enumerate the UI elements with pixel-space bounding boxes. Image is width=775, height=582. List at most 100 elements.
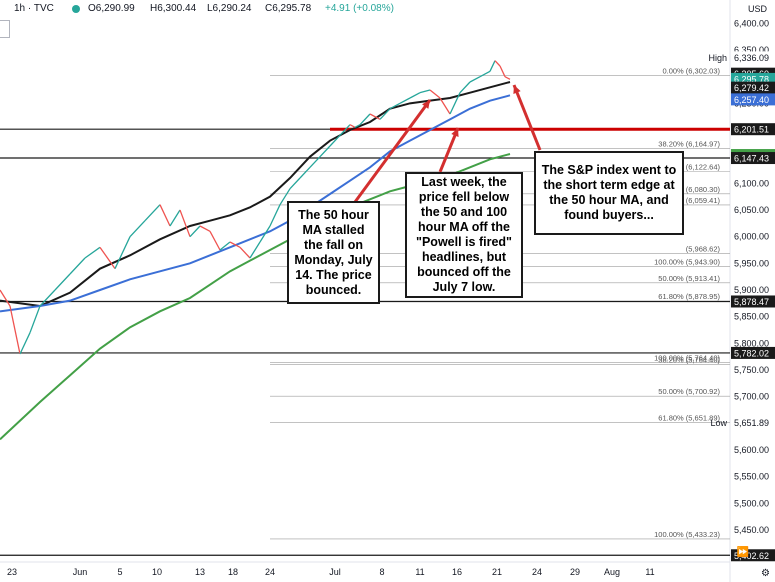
market-status-dot — [72, 5, 80, 13]
symbol-label[interactable]: 1h · TVC — [14, 3, 54, 14]
y-tick-label: 5,950.00 — [734, 258, 769, 268]
annotation-box-powell: Last week, the price fell below the 50 a… — [405, 172, 523, 298]
fib-level-label: 38.20% (6,164.97) — [658, 140, 720, 149]
price-segment — [259, 225, 271, 243]
goto-realtime-icon[interactable]: ⏩ — [736, 547, 749, 558]
ohlc-open: O6,290.99 — [88, 3, 135, 14]
price-segment — [144, 204, 161, 222]
price-segment — [489, 60, 496, 72]
price-label-bg — [731, 549, 775, 562]
y-tick-label: 6,050.00 — [734, 205, 769, 215]
fib-level-label: 0.00% (6,302.03) — [662, 67, 720, 76]
price-segment — [439, 97, 451, 115]
price-segment — [309, 156, 321, 168]
price-segment — [499, 65, 506, 77]
price-label-prefix: High — [708, 53, 727, 63]
price-label: 5,782.02 — [734, 348, 769, 358]
price-segment — [199, 225, 211, 232]
price-segment — [0, 289, 11, 307]
price-segment — [329, 134, 341, 147]
fib-level-label: 38.20% (5,764.40) — [658, 356, 720, 365]
price-segment — [354, 124, 361, 128]
price-segment — [379, 108, 391, 120]
y-tick-label: 5,550.00 — [734, 472, 769, 482]
fib-level-label: 50.00% (5,700.92) — [658, 387, 720, 396]
arrow-to-powell-head — [451, 128, 459, 137]
price-segment — [19, 332, 31, 355]
price-segment — [289, 177, 301, 190]
ohlc-low: L6,290.24 — [207, 3, 252, 14]
chart-header: 1h · TVC O6,290.99 H6,300.44 L6,290.24 C… — [0, 0, 730, 18]
annotation-box-buyers: The S&P index went to the short term edg… — [534, 151, 684, 235]
y-tick-label: 6,350.00 — [734, 45, 769, 55]
price-segment — [9, 305, 21, 355]
price-segment — [479, 70, 491, 78]
price-segment — [449, 92, 461, 115]
price-segment — [84, 246, 101, 259]
price-label: 5,878.47 — [734, 297, 769, 307]
y-tick-label: 5,450.00 — [734, 525, 769, 535]
x-tick-label: Jun — [73, 567, 88, 577]
x-tick-label: Jul — [329, 567, 341, 577]
x-tick-label: 5 — [117, 567, 122, 577]
price-segment — [179, 209, 191, 237]
price-segment — [249, 241, 261, 259]
price-segment — [279, 188, 291, 206]
currency-label: USD — [747, 4, 767, 14]
price-segment — [419, 89, 431, 94]
price-segment — [459, 81, 471, 94]
price-label-bg — [731, 51, 775, 64]
y-tick-label: 5,600.00 — [734, 445, 769, 455]
price-segment — [99, 246, 116, 270]
collapse-legend-button[interactable] — [0, 20, 10, 38]
price-label: 6,279.42 — [734, 83, 769, 93]
ma50-line — [0, 81, 511, 308]
fib-level-label: 100.00% (5,433.23) — [654, 530, 720, 539]
fib-level-label: 61.80% (5,651.89) — [658, 413, 720, 422]
arrow-to-50ma — [512, 84, 542, 151]
fib-level-label: (6,122.64) — [686, 162, 721, 171]
x-tick-label: 29 — [570, 567, 580, 577]
price-segment — [319, 145, 331, 158]
x-tick-label: 16 — [452, 567, 462, 577]
price-segment — [409, 92, 421, 99]
price-segment — [399, 97, 411, 104]
fib-level-label: 100.00% (5,764.40) — [654, 353, 720, 362]
price-segment — [299, 166, 311, 179]
arrow-to-50ma-head — [513, 85, 521, 94]
price-label: 6,257.40 — [734, 95, 769, 105]
x-tick-label: 13 — [195, 567, 205, 577]
fib-level-label: 100.00% (5,943.90) — [654, 258, 720, 267]
x-tick-label: 8 — [379, 567, 384, 577]
price-segment — [369, 113, 381, 120]
settings-icon[interactable]: ⚙ — [761, 568, 770, 579]
arrow-to-july14-head — [422, 100, 430, 109]
fib-level-label: 61.80% (5,878.95) — [658, 292, 720, 301]
x-tick-label: 21 — [492, 567, 502, 577]
fib-level-label: (6,059.41) — [686, 196, 721, 205]
y-tick-label: 5,850.00 — [734, 312, 769, 322]
arrow-to-july14 — [353, 99, 432, 203]
price-segment — [169, 209, 181, 227]
y-tick-label: 6,100.00 — [734, 178, 769, 188]
price-segment — [469, 76, 481, 83]
price-segment — [159, 204, 171, 227]
price-segment — [349, 124, 356, 128]
price-label-bg — [731, 123, 775, 136]
price-segment — [209, 231, 221, 251]
price-segment — [429, 89, 441, 99]
price-segment — [29, 305, 41, 333]
y-tick-label: 5,800.00 — [734, 338, 769, 348]
price-label: 6,336.09 — [734, 53, 769, 63]
price-label-bg — [731, 93, 775, 106]
y-tick-label: 5,900.00 — [734, 285, 769, 295]
y-tick-label: 5,700.00 — [734, 392, 769, 402]
price-label: 6,295.78 — [734, 74, 769, 84]
fib-level-label: (5,968.62) — [686, 244, 721, 253]
price-segment — [239, 246, 251, 259]
price-segment — [504, 76, 511, 80]
price-segment — [69, 257, 86, 275]
y-tick-label: 5,500.00 — [734, 498, 769, 508]
x-tick-label: 11 — [415, 567, 424, 577]
